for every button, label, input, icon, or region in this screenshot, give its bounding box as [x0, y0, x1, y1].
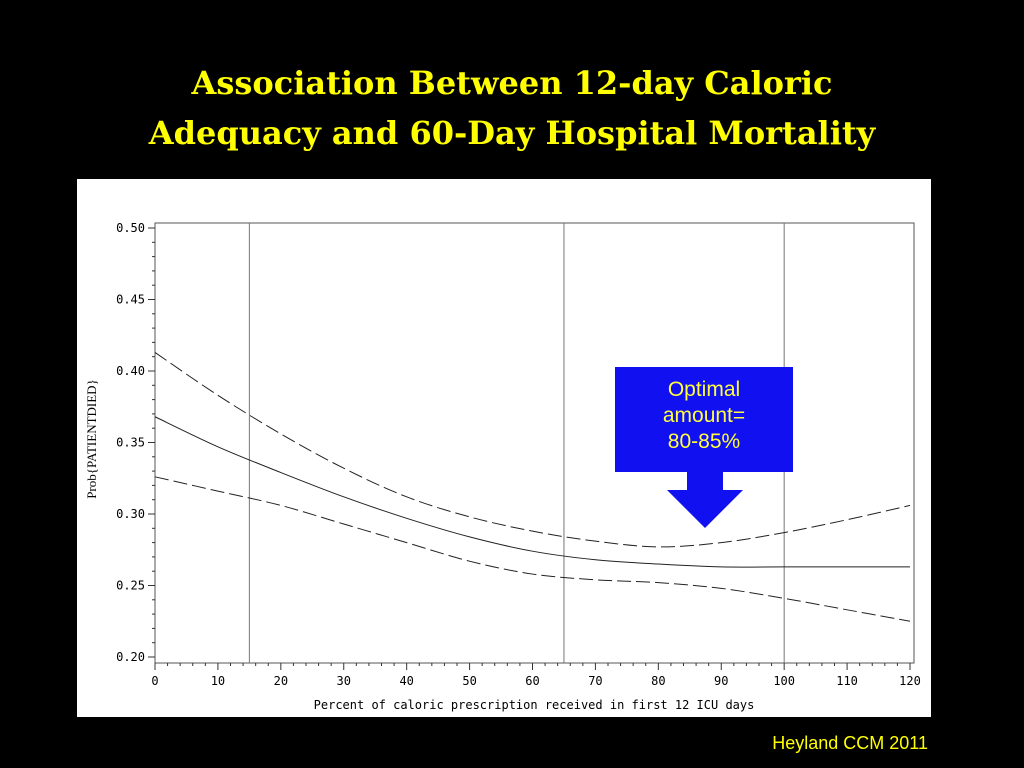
x-tick-label: 10 — [211, 674, 225, 688]
plot-frame — [154, 222, 915, 664]
optimal-amount-callout: Optimal amount= 80-85% — [615, 367, 793, 472]
y-tick-label: 0.25 — [116, 579, 145, 593]
citation: Heyland CCM 2011 — [772, 733, 928, 753]
y-axis-label: Prob{PATIENTDIED} — [84, 379, 99, 499]
x-axis-label: Percent of caloric prescription received… — [314, 698, 755, 712]
x-tick-label: 80 — [651, 674, 665, 688]
lower-confidence-line — [154, 476, 911, 622]
x-tick-label: 120 — [899, 674, 921, 688]
chart-panel: 0 10 20 30 40 50 60 70 80 90 100 110 120 0.20 0.25 0.3… — [77, 179, 931, 717]
slide-title: Association Between 12-day Caloric Adequ… — [0, 58, 1024, 158]
x-tick-label: 60 — [525, 674, 539, 688]
x-tick-label: 20 — [274, 674, 288, 688]
y-tick-label: 0.45 — [116, 293, 145, 307]
callout-line-3: 80-85% — [667, 430, 741, 453]
y-tick-label: 0.35 — [116, 436, 145, 450]
callout-line-1: Optimal — [667, 378, 741, 401]
x-tick-label: 40 — [399, 674, 413, 688]
mortality-chart: 0 10 20 30 40 50 60 70 80 90 100 110 120 0.20 0.25 0.3… — [84, 221, 921, 712]
title-line-1: Association Between 12-day Caloric — [191, 64, 833, 102]
x-tick-label: 70 — [588, 674, 602, 688]
x-tick-label: 0 — [151, 674, 158, 688]
y-tick-label: 0.40 — [116, 364, 145, 378]
y-tick-label: 0.30 — [116, 507, 145, 521]
callout-line-2: amount= — [662, 404, 746, 427]
y-tick-label: 0.50 — [116, 221, 145, 235]
estimate-line — [154, 416, 910, 568]
title-line-2: Adequacy and 60-Day Hospital Mortality — [148, 114, 876, 152]
x-tick-label: 90 — [714, 674, 728, 688]
down-arrow-icon — [667, 472, 743, 528]
y-tick-label: 0.20 — [116, 650, 145, 664]
x-tick-label: 110 — [836, 674, 858, 688]
upper-confidence-line — [154, 351, 911, 548]
x-tick-label: 50 — [462, 674, 476, 688]
x-tick-label: 100 — [773, 674, 795, 688]
x-tick-label: 30 — [337, 674, 351, 688]
